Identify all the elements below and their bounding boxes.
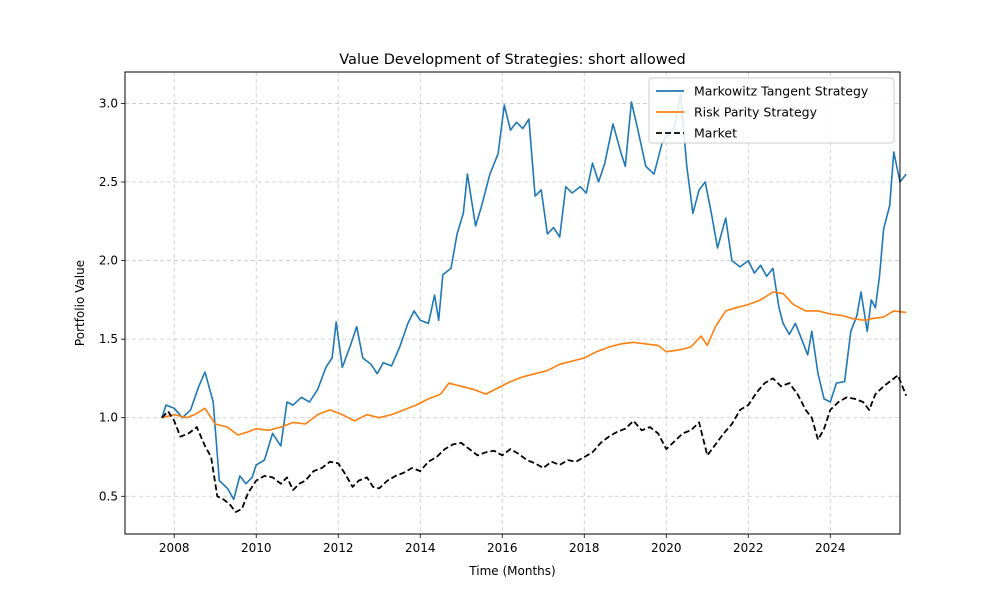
series-line-1 [161,291,907,436]
y-tick-label: 1.0 [99,411,118,425]
x-tick-label: 2012 [323,541,354,555]
series-line-0 [161,93,907,501]
legend-label-0: Markowitz Tangent Strategy [694,84,869,99]
x-tick-label: 2022 [733,541,764,555]
y-tick-label: 3.0 [99,96,118,110]
y-tick-label: 1.5 [99,332,118,346]
x-tick-label: 2018 [569,541,600,555]
y-tick-label: 0.5 [99,489,118,503]
x-tick-label: 2010 [241,541,272,555]
x-tick-label: 2008 [159,541,190,555]
x-axis-label: Time (Months) [468,564,555,578]
plot-frame [124,71,901,535]
legend: Markowitz Tangent Strategy Risk Parity St… [648,77,895,144]
x-tick-label: 2024 [815,541,846,555]
legend-label-2: Market [694,126,737,141]
y-tick-label: 2.5 [99,175,118,189]
y-tick-label: 2.0 [99,254,118,268]
legend-box [648,77,895,144]
x-tick-label: 2020 [651,541,682,555]
x-tick-label: 2014 [405,541,436,555]
chart-title: Value Development of Strategies: short a… [339,52,685,68]
legend-label-1: Risk Parity Strategy [694,105,818,120]
series-group [161,93,908,513]
axis-ticks: 2008 2010 2012 2014 2016 2018 2020 2022 2024 0.5 1… [99,96,846,555]
grid [125,72,900,534]
x-tick-label: 2016 [487,541,518,555]
series-line-2 [161,374,908,513]
y-axis-label: Portfolio Value [73,260,87,346]
